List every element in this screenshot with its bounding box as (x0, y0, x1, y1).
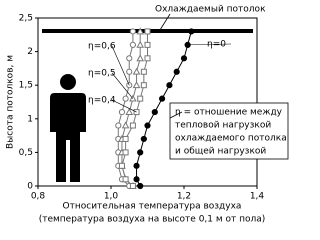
point (144, 28, 151, 35)
x-tick-label: 1,2 (177, 192, 191, 202)
point (136, 54, 145, 62)
series-label: η=0,4 (88, 96, 116, 106)
note-frame (169, 102, 289, 160)
series-label: η=0,5 (88, 69, 116, 79)
point (122, 149, 129, 156)
point (118, 108, 126, 116)
point (180, 55, 188, 62)
point (188, 28, 195, 35)
y-tick-label: 1 (27, 114, 33, 124)
note-text: охлаждаемого потолка (175, 134, 287, 144)
series-label: η=0 (207, 40, 226, 50)
x-axis-label: Относительная температура воздуха (63, 202, 242, 212)
label-leader (187, 43, 232, 46)
note-leader (169, 111, 183, 119)
series-label: η=0,6 (88, 42, 116, 52)
x-tick-label: 0,8 (31, 192, 46, 202)
series-line (121, 31, 148, 187)
point (137, 95, 144, 102)
x-tick-label: 1,0 (104, 192, 119, 202)
point (140, 68, 147, 75)
x-axis-label: (температура воздуха на высоте 0,1 м от … (39, 215, 266, 225)
point (122, 176, 129, 183)
point (137, 149, 144, 156)
note-box (169, 102, 289, 160)
point (129, 183, 136, 189)
point (140, 135, 147, 143)
point (129, 41, 136, 48)
point (129, 122, 136, 129)
point (137, 182, 144, 190)
point (126, 68, 133, 75)
note-text: и общей нагрузкой (175, 147, 266, 157)
point (122, 135, 129, 142)
point (173, 68, 180, 75)
point (125, 108, 134, 115)
person-silhouette (50, 74, 86, 182)
point (136, 27, 145, 35)
point (133, 176, 140, 183)
note-text: тепловой нагрузкой (175, 121, 271, 131)
point (129, 28, 136, 35)
point (132, 81, 141, 89)
y-tick-label: 2,5 (19, 14, 33, 24)
y-tick-label: 0 (27, 182, 33, 192)
x-tick-label: 1,4 (250, 192, 265, 202)
y-tick-label: 0,5 (19, 148, 33, 158)
point (144, 122, 151, 129)
point (136, 40, 145, 48)
point (115, 122, 122, 129)
leader-line (159, 13, 171, 31)
plot-frame (37, 17, 258, 187)
y-axis-label: Высота потолков, м (6, 55, 16, 149)
y-tick-label: 1,5 (19, 81, 33, 91)
label-leader (111, 72, 134, 99)
point (144, 41, 151, 48)
note-text: η = отношение между (175, 108, 283, 118)
point (151, 108, 158, 116)
point (140, 82, 147, 89)
point (121, 121, 130, 129)
label-leader (111, 99, 137, 113)
y-tick-label: 2 (27, 47, 33, 57)
point (126, 55, 133, 62)
chart: Охлаждаемый потолок Высота потолков, м 0… (6, 5, 289, 225)
ceiling-label: Охлаждаемый потолок (155, 5, 266, 15)
point (133, 162, 140, 169)
label-leader (111, 45, 130, 86)
point (132, 67, 141, 75)
series-line (117, 31, 134, 187)
point (144, 55, 151, 62)
point (118, 162, 125, 169)
point (122, 95, 129, 102)
point (159, 95, 166, 102)
point (166, 82, 173, 89)
